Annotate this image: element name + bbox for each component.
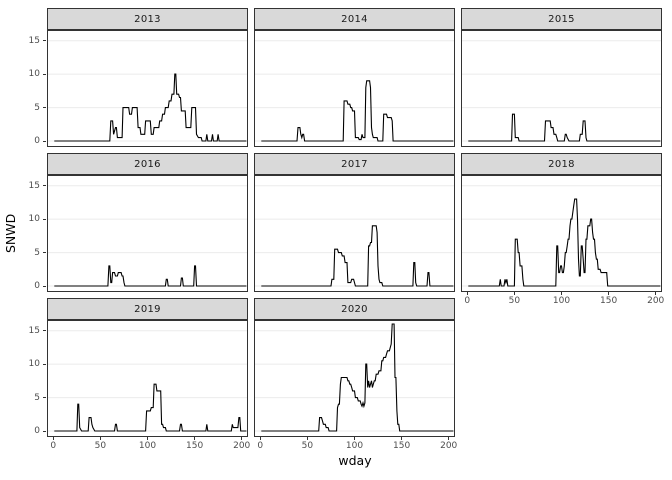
facet-2016: 2016 0 5 10 15: [29, 153, 248, 292]
y-tick-mark: [43, 218, 46, 220]
x-tick-label: 0: [50, 441, 57, 451]
y-tick-label: 10: [28, 214, 40, 225]
facet-panel: [461, 30, 662, 147]
x-tick-label: 200: [647, 296, 665, 306]
y-tick-mark: [43, 397, 46, 399]
y-tick-mark: [43, 252, 46, 254]
facet-2015: 2015: [461, 8, 662, 147]
facet-strip-label: 2013: [47, 8, 248, 30]
y-tick-label: 0: [34, 281, 40, 291]
x-tick-label: 150: [600, 296, 618, 306]
x-tick-label: 0: [464, 296, 471, 306]
facet-2013: 2013 0 5 10 15: [29, 8, 248, 147]
x-tick-mark: [194, 437, 196, 440]
panel-border: [47, 175, 248, 292]
y-tick-mark: [43, 73, 46, 75]
x-tick-label: 50: [508, 296, 521, 306]
facet-panel: [47, 320, 248, 437]
facet-panel: [254, 175, 455, 292]
x-tick-label: 150: [186, 441, 204, 451]
panel-border: [254, 320, 455, 437]
facet-panel: [47, 175, 248, 292]
x-tick-label: 200: [440, 441, 458, 451]
x-tick-label: 0: [257, 441, 264, 451]
x-tick-mark: [147, 437, 148, 440]
facet-strip-label: 2014: [254, 8, 455, 30]
y-tick-label: 5: [34, 392, 40, 403]
x-tick-mark: [655, 292, 657, 295]
facet-2018: 2018 0 50 100 150 200: [461, 153, 664, 306]
snwd-line-series: [261, 225, 454, 287]
facet-panel: [254, 30, 455, 147]
x-tick-label: 150: [393, 441, 411, 451]
x-tick-mark: [448, 437, 450, 440]
y-tick-label: 10: [28, 359, 40, 370]
facet-strip-label: 2015: [461, 8, 662, 30]
y-tick-label: 0: [34, 136, 40, 146]
facet-panel: [254, 320, 455, 437]
facet-strip-label: 2017: [254, 153, 455, 175]
y-tick-mark: [43, 430, 46, 432]
y-tick-mark: [43, 363, 46, 365]
snwd-line-series: [54, 265, 247, 287]
snwd-line-series: [468, 198, 661, 287]
x-tick-label: 200: [233, 441, 251, 451]
panel-border: [47, 320, 248, 437]
facet-strip-label: 2018: [461, 153, 662, 175]
x-tick-mark: [99, 437, 101, 440]
facet-strip-label: 2019: [47, 298, 248, 320]
x-tick-label: 100: [552, 296, 571, 306]
x-tick-mark: [561, 292, 562, 295]
x-tick-mark: [466, 292, 468, 295]
x-tick-mark: [306, 437, 308, 440]
x-tick-mark: [354, 437, 355, 440]
y-tick-label: 15: [28, 325, 40, 336]
x-tick-mark: [259, 437, 261, 440]
x-tick-mark: [241, 437, 243, 440]
y-tick-mark: [43, 185, 46, 187]
panel-border: [47, 30, 248, 147]
x-tick-label: 50: [94, 441, 107, 451]
facet-2019: 2019 0 5 10 15 0 50 100 150 200: [29, 298, 250, 451]
snwd-line-series: [54, 383, 247, 432]
y-tick-mark: [43, 330, 46, 332]
facet-strip-label: 2020: [254, 298, 455, 320]
y-tick-label: 5: [34, 247, 40, 258]
x-tick-mark: [608, 292, 610, 295]
y-tick-mark: [43, 140, 46, 142]
y-tick-label: 15: [28, 35, 40, 46]
facet-panel: [461, 175, 662, 292]
panel-border: [461, 175, 662, 292]
x-tick-label: 100: [345, 441, 364, 451]
y-tick-label: 10: [28, 69, 40, 80]
snwd-line-series: [261, 323, 454, 432]
y-tick-mark: [43, 40, 46, 42]
x-tick-label: 50: [301, 441, 314, 451]
y-tick-label: 5: [34, 102, 40, 113]
x-tick-mark: [52, 437, 54, 440]
y-axis-title: SNWD: [3, 213, 18, 254]
y-tick-mark: [43, 285, 46, 287]
facet-2017: 2017: [254, 153, 455, 292]
panel-border: [461, 30, 662, 147]
x-axis-title: wday: [338, 453, 372, 468]
y-tick-label: 0: [34, 426, 40, 436]
x-tick-mark: [513, 292, 515, 295]
facet-2014: 2014: [254, 8, 455, 147]
facet-panel: [47, 30, 248, 147]
facet-strip-label: 2016: [47, 153, 248, 175]
x-tick-label: 100: [138, 441, 157, 451]
y-tick-mark: [43, 107, 46, 109]
snwd-line-series: [54, 73, 247, 142]
facet-2020: 2020 0 50 100 150 200: [254, 298, 457, 451]
snwd-line-series: [468, 113, 661, 142]
snwd-line-series: [261, 80, 454, 142]
panel-border: [254, 175, 455, 292]
panel-border: [254, 30, 455, 147]
x-tick-mark: [401, 437, 403, 440]
y-tick-label: 15: [28, 180, 40, 191]
